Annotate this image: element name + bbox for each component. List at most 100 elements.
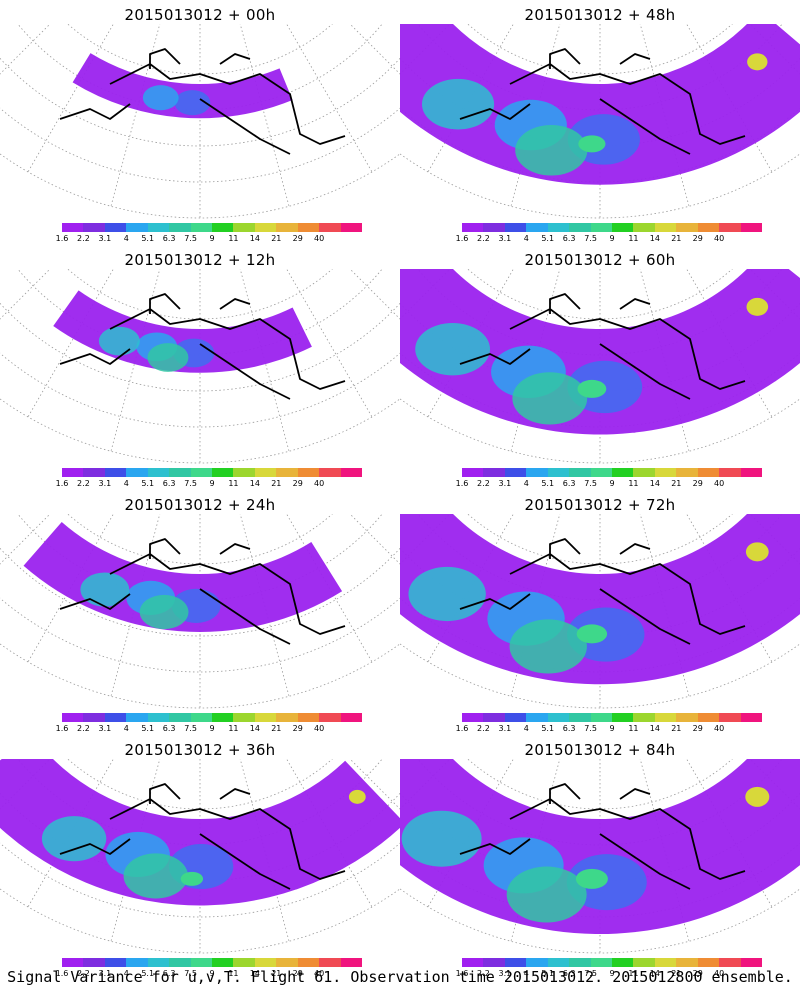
colorbar-tick-label: 21	[671, 969, 682, 978]
colorbar-swatch	[104, 713, 127, 722]
graticule-meridian	[639, 269, 690, 453]
colorbar-swatch	[504, 713, 527, 722]
colorbar-swatch	[319, 468, 342, 477]
colorbar-swatch	[483, 713, 506, 722]
colorbar-swatch	[319, 223, 342, 232]
panel-title: 2015013012 + 24h	[124, 496, 276, 514]
colorbar-swatch	[169, 713, 192, 722]
colorbar-swatch	[83, 713, 106, 722]
graticule-meridian	[510, 269, 561, 453]
variance-field	[53, 290, 312, 373]
colorbar-tick-label: 1.6	[55, 724, 69, 733]
colorbar-swatch	[590, 468, 613, 477]
colorbar-tick-label: 6.3	[562, 479, 576, 488]
colorbar-swatch	[147, 223, 170, 232]
graticule-meridian	[510, 759, 561, 943]
colorbar-swatch	[233, 468, 256, 477]
colorbar-swatch	[547, 713, 570, 722]
graticule-meridian	[639, 24, 690, 208]
colorbar-tick-label: 2.2	[477, 479, 490, 488]
colorbar-tick-label: 5.1	[141, 479, 155, 488]
colorbar-tick-label: 21	[671, 479, 682, 488]
colorbar-tick-label: 7.5	[584, 479, 597, 488]
map-panel: 2015013012 + 48h 1.6 2.2 3.1 4 5.1 6.3 7.5 9 11 14…	[400, 0, 800, 245]
colorbar-swatch	[62, 223, 84, 232]
colorbar-tick-label: 11	[628, 234, 639, 243]
colorbar-swatch	[147, 468, 170, 477]
colorbar-tick-label: 4	[123, 724, 129, 733]
colorbar-swatch	[740, 713, 763, 722]
colorbar-swatch	[104, 958, 127, 967]
colorbar-tick-label: 11	[228, 234, 239, 243]
polar-map	[0, 269, 400, 464]
colorbar-swatch	[547, 958, 570, 967]
colorbar-tick-label: 2.2	[477, 724, 490, 733]
colorbar-tick-label: 29	[692, 479, 703, 488]
coastline	[59, 538, 346, 645]
graticule-arc	[0, 57, 400, 147]
colorbar-swatch	[276, 223, 299, 232]
colorbar-swatch	[212, 468, 234, 477]
colorbar-swatch	[462, 468, 484, 477]
colorbar-tick-label: 3.1	[498, 969, 512, 978]
colorbar-tick-label: 3.1	[498, 479, 512, 488]
graticule-meridian	[639, 759, 690, 943]
variance-field	[23, 522, 343, 632]
colorbar-tick-label: 40	[714, 479, 725, 488]
colorbar-swatch	[697, 958, 720, 967]
colorbar-swatch	[719, 468, 742, 477]
colorbar-swatch	[297, 468, 320, 477]
colorbar-tick-label: 4	[123, 969, 129, 978]
graticule-arc	[0, 153, 400, 219]
colorbar-swatch	[483, 223, 506, 232]
coastline	[59, 48, 346, 155]
colorbar-tick-label: 14	[249, 234, 260, 243]
colorbar-tick-label: 6.3	[162, 969, 176, 978]
colorbar-swatch	[526, 958, 549, 967]
graticule-arc	[400, 153, 800, 219]
graticule-arc	[400, 398, 800, 464]
graticule-arc	[0, 302, 400, 392]
colorbar-tick-label: 40	[314, 234, 325, 243]
colorbar-tick-label: 11	[628, 479, 639, 488]
coastline	[459, 48, 746, 155]
colorbar-swatch	[190, 713, 213, 722]
colorbar-swatch	[697, 713, 720, 722]
variance-field	[400, 759, 800, 934]
colorbar-tick-label: 2.2	[77, 724, 90, 733]
graticule-meridian	[639, 514, 690, 698]
map-panel: 2015013012 + 60h 1.6 2.2 3.1 4 5.1 6.3 7.5 9 11 14…	[400, 245, 800, 490]
colorbar-tick-label: 6.3	[562, 724, 576, 733]
colorbar-swatch	[233, 958, 256, 967]
colorbar-tick-label: 7.5	[184, 234, 197, 243]
colorbar-swatch	[233, 713, 256, 722]
graticule-meridian	[110, 269, 161, 453]
graticule-arc	[0, 398, 400, 464]
graticule-meridian	[239, 759, 290, 943]
graticule-meridian	[0, 24, 51, 75]
colorbar-tick-label: 4	[523, 479, 529, 488]
colorbar-swatch	[719, 223, 742, 232]
colorbar-swatch	[590, 958, 613, 967]
colorbar-swatch	[254, 713, 277, 722]
colorbar-swatch	[297, 713, 320, 722]
colorbar-tick-label: 2.2	[77, 234, 90, 243]
colorbar: 1.6 2.2 3.1 4 5.1 6.3 7.5 9 11 14 21 29 40	[456, 468, 763, 490]
colorbar-swatch	[126, 958, 149, 967]
colorbar-tick-label: 6.3	[162, 724, 176, 733]
colorbar-swatch	[340, 223, 363, 232]
graticule-meridian	[110, 759, 161, 943]
colorbar-tick-label: 4	[523, 969, 529, 978]
colorbar: 1.6 2.2 3.1 4 5.1 6.3 7.5 9 11 14 21 29 40	[456, 713, 763, 735]
colorbar-swatch	[740, 223, 763, 232]
polar-map	[0, 514, 400, 709]
colorbar-tick-label: 21	[671, 724, 682, 733]
polar-map	[0, 759, 400, 954]
colorbar-tick-label: 3.1	[98, 479, 112, 488]
graticule-meridian	[510, 514, 561, 698]
graticule-arc	[0, 643, 400, 709]
colorbar-swatch	[676, 958, 699, 967]
graticule-meridian	[349, 269, 400, 320]
variance-field	[72, 53, 293, 119]
graticule-meridian	[27, 24, 114, 173]
